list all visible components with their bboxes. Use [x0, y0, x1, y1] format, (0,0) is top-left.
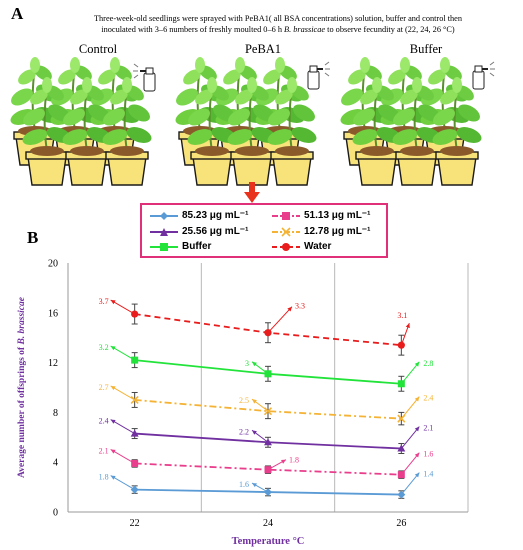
- legend-label-water: Water: [304, 241, 332, 252]
- slope-arrow: [267, 306, 293, 334]
- y-tick-label: 8: [53, 408, 58, 419]
- slope-arrowhead: [252, 483, 257, 488]
- legend-label-12: 12.78 μg mL⁻¹: [304, 226, 371, 237]
- series-0: [110, 472, 420, 499]
- y-tick-label: 16: [48, 308, 58, 319]
- slope-arrowhead: [287, 306, 292, 312]
- slope-arrowhead: [110, 385, 116, 391]
- slope-arrowhead: [414, 426, 420, 432]
- series-4: [110, 345, 420, 392]
- series-5: [110, 299, 410, 356]
- tick-labels: 0 4 8 12 16 20 22 24 26: [48, 259, 406, 530]
- slope-arrowhead: [252, 399, 257, 404]
- experiment-description: Three-week-old seedlings were sprayed wi…: [52, 13, 504, 35]
- slope-label: 2.2: [239, 427, 249, 436]
- series-1: [110, 449, 420, 479]
- slope-arrowhead: [414, 472, 420, 478]
- slope-label: 1.6: [239, 480, 249, 489]
- legend-marker-12: [272, 227, 300, 237]
- slope-arrowhead: [252, 361, 257, 367]
- y-axis-label: Average number of offsprings of B. brass…: [17, 296, 27, 478]
- slope-label: 2.1: [99, 446, 109, 455]
- slope-arrow: [400, 426, 420, 449]
- series-3: [110, 385, 420, 426]
- slope-label: 2.1: [423, 424, 433, 433]
- legend-marker-25: [150, 228, 178, 236]
- data-point: [130, 395, 139, 405]
- x-tick-label: 24: [263, 518, 273, 529]
- y-tick-label: 12: [48, 358, 58, 369]
- arrow-down-icon: [244, 182, 260, 203]
- slope-arrowhead: [110, 300, 116, 305]
- slope-label: 3.7: [99, 297, 109, 306]
- legend-label-buffer: Buffer: [182, 241, 212, 252]
- x-axis-label: Temperature °C: [232, 536, 305, 547]
- slope-arrowhead: [281, 459, 286, 464]
- slope-label: 3.1: [397, 311, 407, 320]
- group-label-peba1: PeBA1: [244, 42, 282, 56]
- slope-arrow: [110, 475, 135, 491]
- slope-arrow: [400, 361, 420, 385]
- legend-label-25: 25.56 μg mL⁻¹: [182, 226, 249, 237]
- slope-labels: 1.8 1.6 1.4 2.1 1.8 1.6 2.4 2.2 2.1 2.7 2.5 2.4 3.2 3…: [99, 297, 434, 489]
- slope-arrowhead: [110, 449, 116, 454]
- panel-a-letter: A: [11, 4, 24, 23]
- series-lines: [110, 299, 420, 499]
- y-tick-label: 20: [48, 259, 58, 270]
- slope-label: 3.3: [295, 302, 305, 311]
- x-tick-label: 22: [130, 518, 140, 529]
- slope-label: 1.8: [289, 456, 299, 465]
- slope-arrow: [110, 345, 135, 361]
- slope-arrowhead: [405, 323, 410, 329]
- plant-illustration: [0, 55, 496, 190]
- chart-legend: 85.23 μg mL⁻¹ 51.13 μg mL⁻¹ 25.56 μg mL⁻…: [140, 203, 388, 258]
- slope-label: 2.5: [239, 396, 249, 405]
- data-point: [264, 488, 272, 497]
- slope-arrowhead: [414, 361, 420, 367]
- y-tick-label: 0: [53, 508, 58, 519]
- slope-arrowhead: [110, 475, 116, 480]
- slope-arrowhead: [110, 419, 116, 424]
- slope-label: 1.8: [99, 473, 109, 482]
- slope-arrowhead: [110, 346, 116, 351]
- slope-arrow: [110, 449, 135, 464]
- legend-marker-51: [272, 212, 300, 220]
- slope-arrow: [400, 396, 420, 419]
- slope-label: 3.2: [99, 343, 109, 352]
- slope-arrow: [110, 299, 135, 315]
- slope-arrowhead: [414, 396, 420, 402]
- data-point: [397, 380, 405, 388]
- slope-label: 1.4: [423, 470, 433, 479]
- slope-label: 1.6: [423, 450, 433, 459]
- series-2: [110, 419, 420, 454]
- legend-marker-water: [272, 243, 300, 251]
- slope-label: 2.4: [423, 394, 433, 403]
- slope-arrowhead: [414, 452, 420, 458]
- slope-arrowhead: [252, 430, 257, 435]
- description-line-2: inoculated with 3–6 numbers of freshly m…: [101, 25, 455, 34]
- x-tick-label: 26: [396, 518, 406, 529]
- legend-label-85: 85.23 μg mL⁻¹: [182, 210, 249, 221]
- slope-arrow: [400, 472, 420, 495]
- fecundity-line-chart: 0 4 8 12 16 20 22 24 26 1.8 1.6 1.4 2.1 1.8 1.6 2.4 2.2…: [17, 259, 469, 547]
- slope-label: 2.7: [99, 383, 109, 392]
- legend-marker-85: [150, 212, 178, 220]
- legend-marker-buffer: [150, 243, 178, 251]
- group-label-control: Control: [78, 42, 118, 56]
- slope-arrow: [110, 385, 135, 401]
- slope-label: 3: [245, 359, 249, 368]
- slope-arrow: [110, 419, 135, 434]
- slope-arrow: [400, 452, 420, 475]
- y-tick-label: 4: [53, 458, 58, 469]
- slope-label: 2.8: [423, 359, 433, 368]
- group-label-buffer: Buffer: [409, 42, 443, 56]
- panel-b-letter: B: [27, 228, 39, 247]
- slope-label: 2.4: [99, 417, 109, 426]
- vertical-gridlines: [200, 263, 469, 512]
- description-line-1: Three-week-old seedlings were sprayed wi…: [93, 14, 463, 23]
- legend-label-51: 51.13 μg mL⁻¹: [304, 210, 371, 221]
